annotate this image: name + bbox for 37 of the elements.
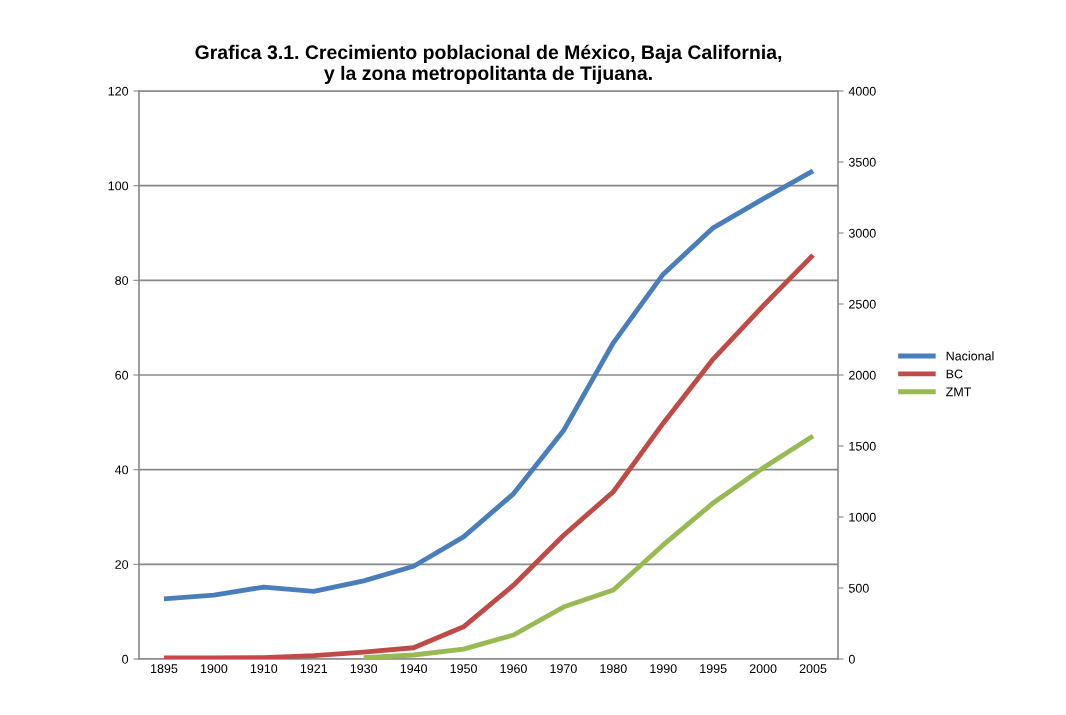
legend-label: Nacional	[946, 351, 994, 361]
y-tick-label: 120	[108, 86, 129, 96]
x-tick-label: 1980	[600, 664, 627, 674]
x-tick-label: 1960	[500, 664, 527, 674]
y-tick-label: 40	[114, 465, 129, 475]
y-tick-label: 100	[108, 181, 129, 191]
line-series	[161, 252, 816, 659]
y2-tick-label: 1000	[849, 512, 876, 522]
y-tick-label: 80	[115, 276, 129, 285]
x-tick-label: 1921	[300, 664, 328, 674]
chart-title: Grafica 3.1. Crecimiento poblacional de México, Baja California, y la zona metropolitanta de Tijuana.	[195, 44, 782, 84]
x-tick-label: 1900	[200, 664, 228, 674]
x-tick-label: 1970	[550, 664, 577, 674]
y2-tick-label: 500	[848, 583, 869, 593]
y2-tick-label: 3000	[848, 228, 876, 238]
y-tick-label: 20	[115, 560, 129, 569]
y2-tick-label: 2000	[849, 370, 876, 380]
y2-tick-label: 3500	[848, 157, 876, 167]
x-tick-label: 2000	[749, 664, 777, 674]
x-tick-label: 1930	[350, 664, 378, 674]
line-series	[161, 168, 816, 602]
y2-tick-label: 2500	[849, 299, 876, 309]
x-tick-label: 1950	[450, 664, 477, 674]
y2-tick-label: 0	[848, 654, 855, 664]
legend-label: BC	[946, 369, 963, 379]
y2-tick-label: 1500	[849, 441, 876, 451]
y-tick-label: 60	[115, 370, 129, 380]
x-tick-label: 1990	[650, 664, 677, 674]
legend-label: ZMT	[946, 387, 972, 397]
x-tick-label: 1940	[400, 664, 428, 674]
x-tick-label: 1910	[250, 664, 278, 674]
x-tick-label: 1995	[700, 664, 727, 674]
line-series	[361, 433, 816, 659]
y-tick-label: 0	[122, 654, 129, 664]
x-tick-label: 1895	[151, 664, 178, 674]
x-tick-label: 2005	[799, 664, 827, 674]
y2-tick-label: 4000	[848, 86, 876, 96]
